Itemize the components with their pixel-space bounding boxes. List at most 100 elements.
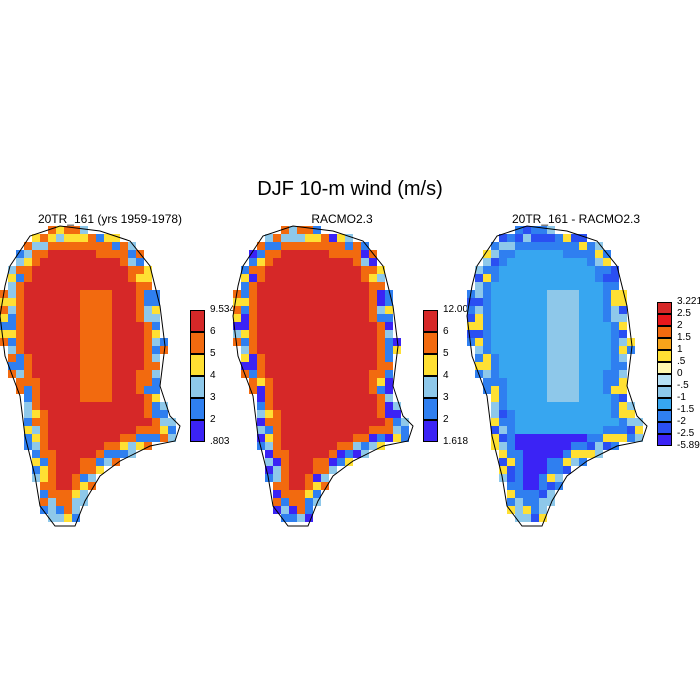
grid-cell (265, 306, 273, 314)
grid-cell (369, 434, 377, 442)
grid-cell (64, 282, 72, 290)
grid-cell (152, 298, 160, 306)
grid-cell (587, 362, 595, 370)
grid-cell (385, 378, 393, 386)
grid-cell (353, 394, 361, 402)
grid-cell (523, 362, 531, 370)
colorbar-tick-label: 1.618 (443, 436, 469, 447)
grid-cell (24, 266, 32, 274)
grid-cell (257, 410, 265, 418)
grid-cell (313, 450, 321, 458)
grid-cell (523, 474, 531, 482)
grid-cell (72, 474, 80, 482)
grid-cell (321, 442, 329, 450)
grid-cell (313, 258, 321, 266)
grid-cell (120, 314, 128, 322)
grid-cell (523, 274, 531, 282)
grid-cell (8, 330, 16, 338)
grid-cell (515, 338, 523, 346)
grid-cell (579, 434, 587, 442)
grid-cell (483, 282, 491, 290)
grid-cell (32, 354, 40, 362)
grid-cell (112, 386, 120, 394)
grid-cell (273, 410, 281, 418)
grid-cell (563, 298, 571, 306)
grid-cell (289, 362, 297, 370)
grid-cell (523, 354, 531, 362)
grid-cell (305, 314, 313, 322)
grid-cell (345, 386, 353, 394)
grid-cell (152, 418, 160, 426)
grid-cell (104, 266, 112, 274)
grid-cell (56, 274, 64, 282)
grid-cell (539, 346, 547, 354)
grid-cell (40, 386, 48, 394)
grid-cell (321, 418, 329, 426)
grid-cell (547, 410, 555, 418)
colorbar-tick-label: .5 (677, 356, 686, 367)
grid-cell (337, 418, 345, 426)
grid-cell (128, 322, 136, 330)
colorbar-swatch (657, 362, 672, 374)
grid-cell (595, 450, 603, 458)
grid-cell (619, 330, 627, 338)
grid-cell (523, 450, 531, 458)
grid-cell (281, 234, 289, 242)
grid-cell (128, 370, 136, 378)
grid-cell (547, 282, 555, 290)
grid-cell (491, 394, 499, 402)
grid-cell (56, 354, 64, 362)
grid-cell (587, 354, 595, 362)
grid-cell (571, 314, 579, 322)
grid-cell (64, 458, 72, 466)
grid-cell (547, 258, 555, 266)
grid-cell (48, 338, 56, 346)
grid-cell (257, 258, 265, 266)
grid-cell (104, 362, 112, 370)
grid-cell (80, 314, 88, 322)
grid-cell (265, 258, 273, 266)
grid-cell (96, 282, 104, 290)
grid-cell (507, 482, 515, 490)
grid-cell (507, 378, 515, 386)
grid-cell (80, 290, 88, 298)
grid-cell (273, 474, 281, 482)
grid-cell (96, 274, 104, 282)
grid-cell (337, 290, 345, 298)
grid-cell (515, 394, 523, 402)
grid-cell (547, 498, 555, 506)
grid-cell (321, 370, 329, 378)
grid-cell (467, 330, 475, 338)
grid-cell (144, 418, 152, 426)
grid-cell (595, 402, 603, 410)
grid-cell (555, 282, 563, 290)
grid-cell (329, 362, 337, 370)
grid-cell (321, 298, 329, 306)
grid-cell (305, 410, 313, 418)
grid-cell (603, 338, 611, 346)
colorbar-tick-label: 5 (210, 348, 216, 359)
grid-cell (499, 378, 507, 386)
colorbar-swatch (657, 374, 672, 386)
grid-cell (48, 394, 56, 402)
grid-cell (265, 466, 273, 474)
grid-cell (56, 490, 64, 498)
grid-cell (539, 434, 547, 442)
grid-cell (547, 298, 555, 306)
grid-cell (16, 298, 24, 306)
grid-cell (401, 434, 409, 442)
grid-cell (297, 434, 305, 442)
grid-cell (313, 490, 321, 498)
grid-cell (337, 282, 345, 290)
grid-cell (555, 474, 563, 482)
grid-cell (56, 266, 64, 274)
grid-cell (120, 290, 128, 298)
grid-cell (547, 290, 555, 298)
grid-cell (144, 402, 152, 410)
grid-cell (281, 370, 289, 378)
grid-cell (523, 426, 531, 434)
grid-cell (112, 306, 120, 314)
grid-cell (369, 258, 377, 266)
grid-cell (72, 378, 80, 386)
grid-cell (112, 314, 120, 322)
